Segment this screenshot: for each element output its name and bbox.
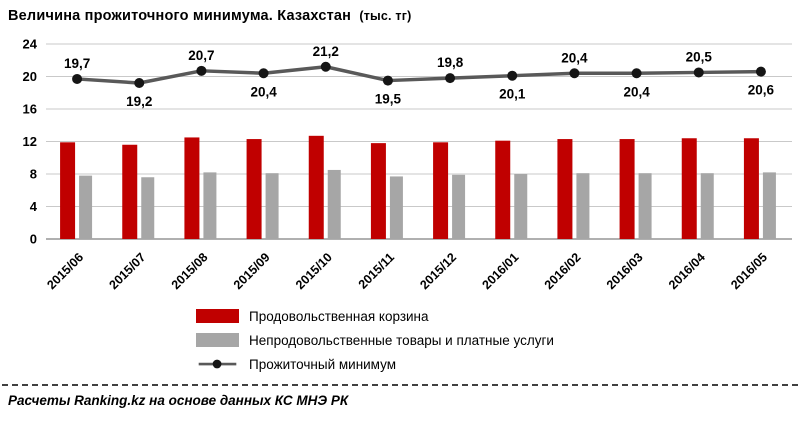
bar-food-basket (60, 142, 76, 239)
y-tick-label: 16 (23, 102, 37, 117)
chart-legend: Продовольственная корзина Непродовольств… (196, 304, 800, 376)
data-label: 21,2 (313, 44, 339, 59)
chart-canvas: 0 4 8 12 16 20 24 19,7 19,2 20,7 20,4 21,2 19,5 19,8 2… (23, 37, 792, 292)
data-label: 20,4 (250, 84, 277, 99)
bar-nonfood-goods (576, 173, 590, 239)
y-tick-label: 8 (30, 167, 37, 182)
bar-food-basket (122, 144, 138, 239)
bar-food-basket (433, 142, 449, 239)
bar-food-basket (557, 139, 573, 239)
line-marker (320, 61, 331, 72)
x-tick-label: 2015/06 (44, 250, 86, 292)
bar-nonfood-goods (514, 174, 528, 239)
x-tick-label: 2016/02 (542, 250, 584, 292)
chart-title: Величина прожиточного минимума. Казахста… (8, 8, 352, 24)
y-tick-label: 0 (30, 232, 37, 247)
x-tick-label: 2015/07 (107, 250, 149, 292)
y-tick-label: 12 (23, 134, 37, 149)
legend-label-food: Продовольственная корзина (249, 308, 429, 324)
y-tick-label: 24 (23, 37, 38, 52)
x-tick-label: 2016/04 (666, 250, 708, 292)
line-marker (693, 67, 704, 78)
bar-food-basket (370, 143, 386, 239)
dashed-divider (2, 384, 798, 386)
data-label: 20,6 (748, 83, 775, 98)
data-label: 19,2 (126, 94, 152, 109)
bar-nonfood-goods (265, 173, 279, 239)
data-label: 20,5 (686, 49, 713, 64)
data-label: 20,1 (499, 87, 526, 102)
data-label: 19,5 (375, 92, 402, 107)
bar-nonfood-goods (327, 169, 341, 239)
bar-food-basket (743, 138, 759, 239)
line-marker (196, 65, 207, 76)
bar-nonfood-goods (452, 174, 466, 239)
food-basket-swatch-icon (196, 309, 239, 323)
bar-food-basket (308, 135, 324, 239)
bar-nonfood-goods (389, 176, 403, 239)
line-marker (569, 68, 580, 79)
bar-food-basket (681, 138, 697, 239)
chart-title-units: (тыс. тг) (359, 9, 412, 23)
x-tick-label: 2015/08 (169, 250, 211, 292)
line-marker (134, 78, 145, 88)
x-tick-label: 2015/12 (417, 250, 459, 292)
bar-food-basket (495, 140, 511, 239)
data-label: 19,8 (437, 55, 464, 70)
bar-food-basket (246, 139, 262, 239)
y-tick-label: 4 (30, 199, 38, 214)
data-label: 19,7 (64, 56, 90, 71)
data-label: 20,4 (561, 50, 588, 65)
line-marker (72, 73, 83, 84)
x-tick-label: 2016/03 (604, 250, 646, 292)
bar-food-basket (619, 139, 635, 239)
bar-nonfood-goods (762, 172, 776, 239)
x-tick-label: 2015/09 (231, 250, 273, 292)
line-marker (507, 70, 518, 81)
line-marker (382, 75, 393, 86)
x-tick-label: 2015/11 (356, 250, 397, 291)
legend-item-nonfood: Непродовольственные товары и платные усл… (196, 328, 800, 352)
y-tick-label: 20 (23, 69, 37, 84)
legend-item-minimum: Прожиточный минимум (196, 352, 800, 376)
x-tick-label: 2015/10 (293, 250, 335, 292)
legend-label-minimum: Прожиточный минимум (249, 356, 396, 372)
bar-nonfood-goods (79, 175, 93, 239)
data-label: 20,4 (623, 84, 650, 99)
legend-item-food: Продовольственная корзина (196, 304, 800, 328)
line-marker (631, 68, 642, 79)
bar-nonfood-goods (203, 172, 217, 239)
legend-label-nonfood: Непродовольственные товары и платные усл… (249, 332, 554, 348)
source-note: Расчеты Ranking.kz на основе данных КС М… (8, 393, 349, 408)
data-label: 20,7 (188, 48, 214, 63)
line-living-minimum (75, 65, 763, 85)
bar-nonfood-goods (141, 177, 155, 239)
bar-food-basket (184, 137, 200, 239)
bar-nonfood-goods (700, 173, 714, 239)
x-tick-label: 2016/01 (480, 250, 522, 292)
bar-nonfood-goods (638, 173, 652, 239)
chart-title-row: Величина прожиточного минимума. Казахста… (0, 0, 800, 24)
nonfood-goods-swatch-icon (196, 333, 239, 347)
line-marker (445, 73, 456, 84)
x-tick-label: 2016/05 (728, 250, 770, 292)
line-marker (258, 68, 269, 79)
line-marker (755, 66, 766, 77)
line-marker-swatch-icon (198, 359, 237, 369)
